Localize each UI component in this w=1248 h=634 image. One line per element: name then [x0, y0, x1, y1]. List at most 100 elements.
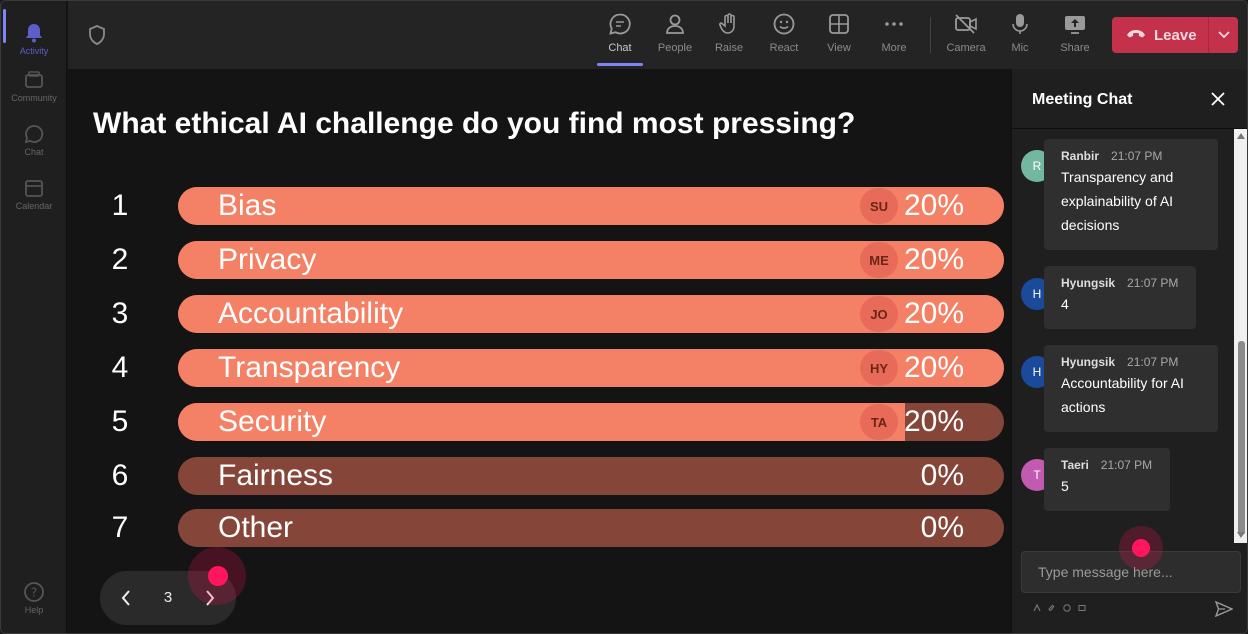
toolbar-share-button[interactable]: Share — [1049, 11, 1101, 61]
chat-compose-box[interactable] — [1021, 551, 1241, 593]
poll-option-percent: 20% — [903, 243, 964, 276]
message-timestamp: 21:07 PM — [1111, 149, 1163, 163]
toolbar-raise-button[interactable]: Raise — [703, 11, 755, 61]
toolbar-more-button[interactable]: More — [868, 11, 920, 61]
toolbar-button-label: View — [827, 42, 851, 54]
chat-message: Taeri 21:07 PM 5 — [1044, 448, 1170, 511]
poll-option-label: Accountability — [218, 297, 404, 330]
emoji-icon[interactable] — [1062, 603, 1072, 613]
camera-off-icon — [953, 11, 979, 37]
rail-item-calendar[interactable]: Calendar — [1, 169, 67, 219]
rail-item-chat[interactable]: Chat — [1, 115, 67, 165]
attach-icon[interactable] — [1047, 603, 1057, 613]
poll-option-label: Security — [218, 405, 327, 438]
poll-option-number: 1 — [111, 189, 129, 222]
smiley-icon — [771, 11, 797, 37]
poll-option-number: 5 — [111, 405, 129, 438]
format-text-icon[interactable] — [1032, 603, 1042, 613]
poll-option-bar: Privacy ME 20% — [178, 241, 1004, 279]
toolbar-view-button[interactable]: View — [813, 11, 865, 61]
rail-item-community[interactable]: Community — [1, 61, 67, 111]
toolbar-button-label: Camera — [946, 42, 986, 54]
rail-item-help[interactable]: ? Help — [1, 573, 67, 623]
calendar-icon — [23, 177, 45, 199]
poll-option-number: 6 — [111, 459, 129, 492]
poll-option-percent: 0% — [920, 459, 964, 492]
chat-message: Hyungsik 21:07 PM 4 — [1044, 266, 1196, 329]
poll-option-percent: 20% — [903, 351, 964, 384]
leave-main-button[interactable]: Leave — [1112, 17, 1208, 53]
chevron-right-icon[interactable] — [198, 586, 222, 610]
toolbar-mic-button[interactable]: Mic — [994, 11, 1046, 61]
leave-button[interactable]: Leave — [1112, 17, 1238, 53]
poll-option-percent: 20% — [903, 297, 964, 330]
poll-option[interactable]: 2 Privacy ME 20% — [68, 241, 1011, 279]
poll-option-fill — [178, 403, 905, 441]
close-icon[interactable] — [1208, 89, 1228, 109]
toolbar-camera-button[interactable]: Camera — [940, 11, 992, 61]
poll-option[interactable]: 7 Other 0% — [68, 509, 1011, 547]
message-timestamp: 21:07 PM — [1127, 355, 1179, 369]
poll-option-label: Other — [218, 511, 294, 544]
toolbar-separator — [930, 17, 931, 53]
slide-pager: 3 — [100, 571, 236, 625]
toolbar-react-button[interactable]: React — [758, 11, 810, 61]
poll-option-number: 4 — [111, 351, 129, 384]
toolbar-people-button[interactable]: People — [649, 11, 701, 61]
message-author: Hyungsik — [1061, 276, 1116, 290]
scroll-up-arrow-icon[interactable] — [1237, 133, 1245, 139]
format-toolbar — [1032, 603, 1087, 613]
help-icon: ? — [23, 581, 45, 603]
poll-option-percent: 20% — [903, 405, 964, 438]
avatar: HY — [860, 350, 898, 386]
rail-item-label: Community — [11, 93, 57, 103]
chevron-left-icon[interactable] — [114, 586, 138, 610]
rail-item-label: Activity — [19, 46, 49, 56]
message-author: Ranbir — [1061, 149, 1100, 163]
message-text: 5 — [1061, 478, 1069, 494]
poll-option[interactable]: 1 Bias SU 20% — [68, 187, 1011, 225]
chat-message: Ranbir 21:07 PM Transparency and explain… — [1044, 139, 1218, 250]
toolbar-button-label: People — [657, 42, 693, 54]
poll-option[interactable]: 3 Accountability JO 20% — [68, 295, 1011, 333]
message-timestamp: 21:07 PM — [1100, 458, 1153, 472]
toolbar-chat-button[interactable]: Chat — [594, 11, 646, 61]
rail-item-activity[interactable]: Activity — [1, 14, 67, 64]
chat-header-divider — [1012, 128, 1247, 129]
meeting-chat-panel: Meeting Chat R Ranbir 21:07 PM Transpare… — [1011, 69, 1247, 633]
poll-option-number: 2 — [111, 243, 129, 276]
shield-icon[interactable] — [88, 25, 106, 50]
poll-option-label: Privacy — [218, 243, 317, 276]
poll-option[interactable]: 5 Security TA 20% — [68, 403, 1011, 441]
chevron-down-icon[interactable] — [1209, 17, 1238, 53]
poll-option-label: Fairness — [218, 459, 334, 492]
poll-option[interactable]: 6 Fairness 0% — [68, 457, 1011, 495]
page-number: 3 — [163, 589, 173, 606]
app-rail: Activity Community Chat Calendar ? Help — [1, 1, 67, 633]
share-icon — [1062, 11, 1088, 37]
message-author: Hyungsik — [1061, 355, 1116, 369]
community-icon — [23, 69, 45, 91]
chat-scrollbar-thumb[interactable] — [1238, 341, 1245, 535]
send-icon[interactable] — [1214, 599, 1234, 619]
toolbar-button-label: React — [769, 42, 799, 54]
chat-message: Hyungsik 21:07 PM Accountability for AI … — [1044, 345, 1218, 432]
rail-item-label: Chat — [24, 147, 44, 157]
scroll-down-arrow-icon[interactable] — [1237, 532, 1245, 538]
poll-option-label: Bias — [218, 189, 277, 222]
message-text: Transparency and explainability of AI de… — [1061, 169, 1174, 233]
people-icon — [662, 11, 688, 37]
chat-message-input[interactable] — [1022, 552, 1240, 592]
gif-icon[interactable] — [1077, 603, 1087, 613]
poll-option[interactable]: 4 Transparency HY 20% — [68, 349, 1011, 387]
leave-label: Leave — [1154, 26, 1197, 44]
message-timestamp: 21:07 PM — [1127, 276, 1179, 290]
grid-icon — [826, 11, 852, 37]
toolbar-button-label: Chat — [608, 42, 632, 54]
toolbar-button-label: More — [881, 42, 907, 54]
click-indicator-dot — [1132, 539, 1150, 557]
message-text: 4 — [1061, 296, 1069, 312]
hand-icon — [716, 11, 742, 37]
poll-option-label: Transparency — [218, 351, 401, 384]
